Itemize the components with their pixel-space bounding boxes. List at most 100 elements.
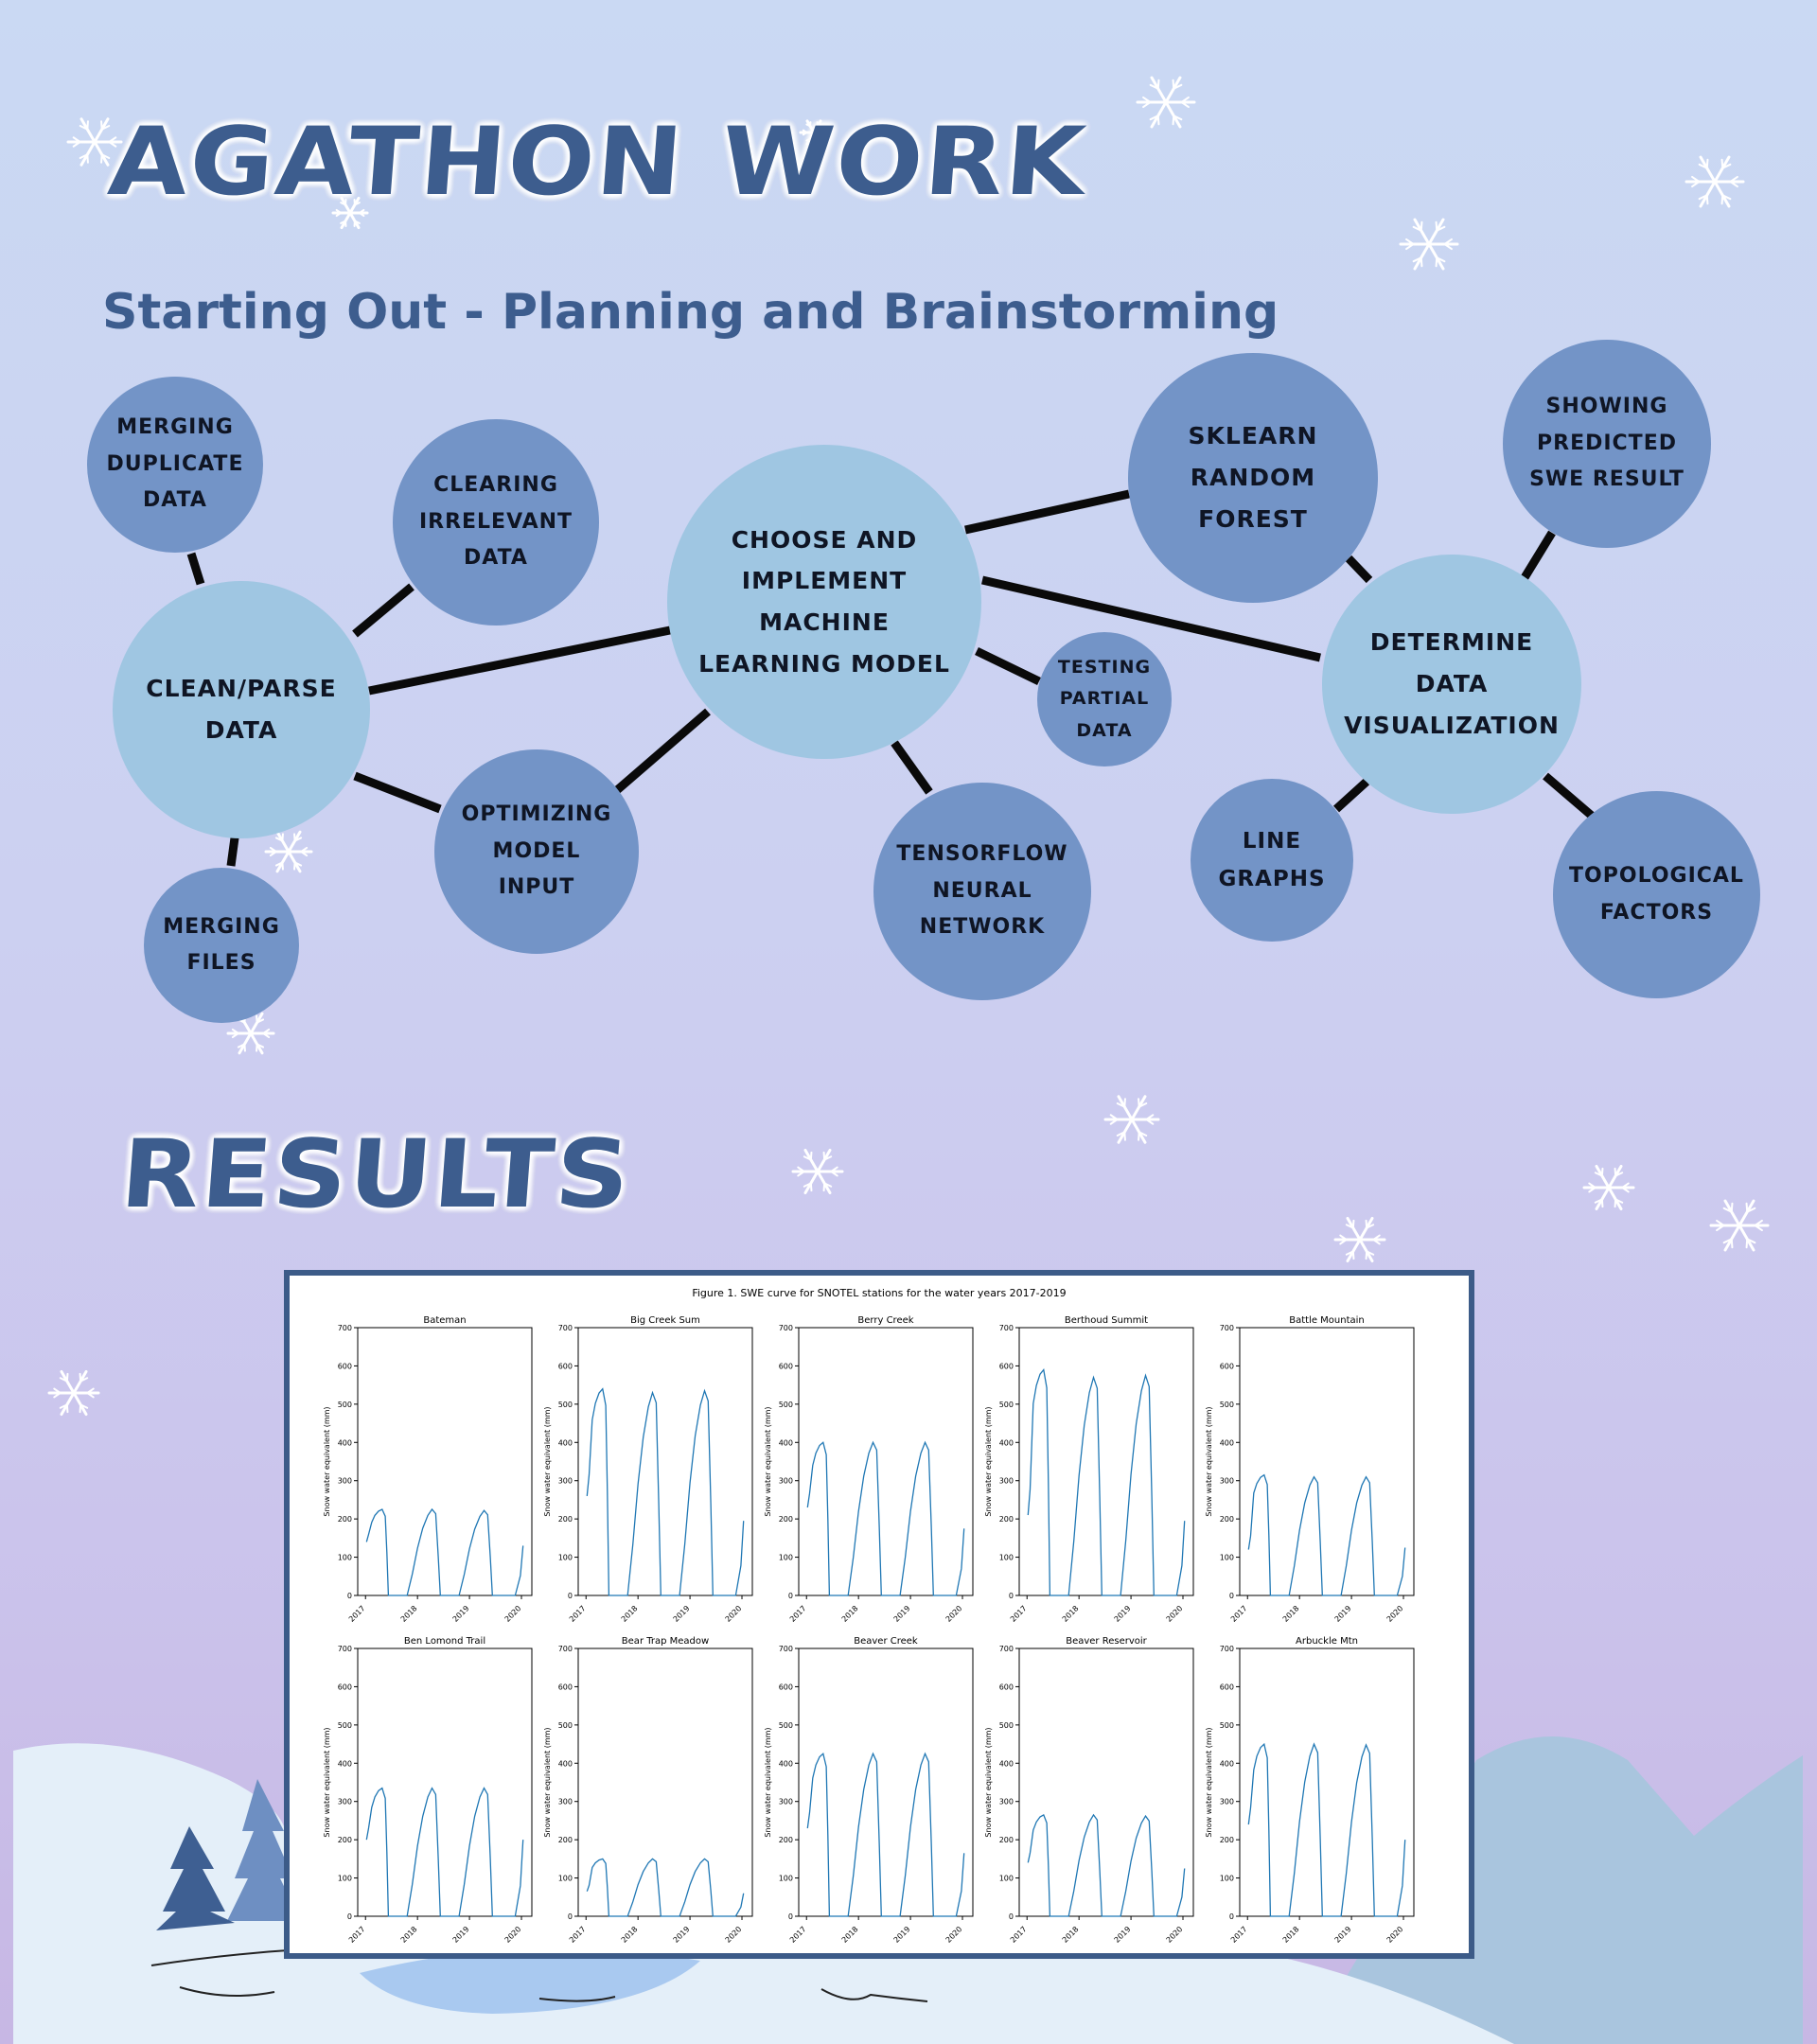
y-tick-label: 300 — [338, 1477, 352, 1486]
y-tick-label: 0 — [1229, 1592, 1234, 1600]
y-tick-label: 300 — [779, 1798, 793, 1806]
y-tick-label: 0 — [347, 1592, 352, 1600]
y-tick-label: 600 — [558, 1683, 573, 1691]
y-tick-label: 600 — [1220, 1362, 1234, 1370]
node-choose-ml-model: CHOOSE AND IMPLEMENT MACHINE LEARNING MO… — [667, 445, 981, 759]
node-testing-partial-data: TESTING PARTIAL DATA — [1037, 632, 1172, 766]
y-tick-label: 100 — [338, 1554, 352, 1562]
x-tick-label: 2018 — [620, 1925, 640, 1945]
subplot-title: Ben Lomond Trail — [404, 1636, 485, 1647]
node-tensorflow-neural-network: TENSORFLOW NEURAL NETWORK — [873, 783, 1091, 1000]
x-tick-label: 2019 — [1113, 1925, 1133, 1945]
swe-series-line — [365, 1507, 524, 1596]
swe-series-line — [365, 1787, 524, 1917]
x-tick-label: 2018 — [840, 1925, 860, 1945]
connector-clean-choose — [368, 625, 676, 696]
swe-series-line — [1247, 1473, 1406, 1596]
y-tick-label: 700 — [1220, 1645, 1234, 1653]
node-clearing-irrelevant-data-label: CLEARING IRRELEVANT DATA — [418, 473, 573, 571]
y-tick-label: 400 — [1220, 1438, 1234, 1447]
y-tick-label: 0 — [347, 1912, 352, 1921]
y-tick-label: 400 — [558, 1759, 573, 1768]
node-topological-factors: TOPOLOGICAL FACTORS — [1553, 791, 1760, 998]
x-tick-label: 2020 — [1165, 1925, 1185, 1945]
y-tick-label: 100 — [558, 1554, 573, 1562]
node-clean-parse-data-label: CLEAN/PARSE DATA — [146, 675, 337, 744]
node-merging-duplicate-data-label: MERGING DUPLICATE DATA — [106, 415, 244, 513]
snowflake-icon — [47, 1369, 100, 1417]
subplot-axes — [1239, 1648, 1415, 1917]
y-tick-label: 600 — [999, 1683, 1014, 1691]
subplot-title: Battle Mountain — [1289, 1315, 1365, 1326]
x-tick-label: 2018 — [1061, 1925, 1081, 1945]
y-tick-label: 0 — [788, 1592, 793, 1600]
subplot-title: Bear Trap Meadow — [622, 1636, 709, 1647]
x-tick-label: 2019 — [1113, 1604, 1133, 1624]
y-tick-label: 0 — [568, 1912, 573, 1921]
y-axis-label: Snow water equivalent (mm) — [543, 1406, 552, 1516]
y-tick-label: 100 — [1220, 1875, 1234, 1883]
swe-series-line — [806, 1440, 965, 1596]
connector-choose-optimizing — [614, 708, 711, 794]
node-sklearn-random-forest: SKLEARN RANDOM FOREST — [1128, 353, 1378, 603]
y-tick-label: 500 — [999, 1721, 1014, 1730]
x-tick-label: 2020 — [724, 1925, 744, 1945]
x-tick-label: 2019 — [892, 1604, 912, 1624]
subplot-axes — [357, 1327, 533, 1596]
x-tick-label: 2017 — [788, 1604, 808, 1624]
y-tick-label: 400 — [779, 1759, 793, 1768]
node-merging-duplicate-data: MERGING DUPLICATE DATA — [87, 377, 263, 553]
snowflake-icon — [331, 196, 369, 230]
y-tick-label: 100 — [779, 1875, 793, 1883]
snowflake-icon — [1333, 1216, 1386, 1263]
node-testing-partial-data-label: TESTING PARTIAL DATA — [1057, 657, 1152, 741]
node-tensorflow-neural-network-label: TENSORFLOW NEURAL NETWORK — [896, 842, 1068, 940]
y-tick-label: 500 — [558, 1401, 573, 1409]
connector-clean-clearing — [352, 583, 415, 638]
x-tick-label: 2018 — [1281, 1925, 1301, 1945]
y-tick-label: 700 — [779, 1324, 793, 1332]
subplot-title: Big Creek Sum — [630, 1315, 700, 1326]
snowflake-icon — [1399, 218, 1459, 271]
y-axis-label: Snow water equivalent (mm) — [984, 1727, 993, 1837]
y-tick-label: 500 — [1220, 1401, 1234, 1409]
snowflake-icon — [799, 119, 829, 146]
y-tick-label: 200 — [338, 1515, 352, 1524]
subplot-title: Beaver Reservoir — [1066, 1636, 1147, 1647]
y-tick-label: 400 — [999, 1759, 1014, 1768]
connector-choose-determine — [980, 575, 1322, 662]
x-tick-label: 2020 — [724, 1604, 744, 1624]
y-tick-label: 700 — [999, 1645, 1014, 1653]
subplot-title: Arbuckle Mtn — [1296, 1636, 1358, 1647]
x-tick-label: 2018 — [1281, 1604, 1301, 1624]
y-tick-label: 400 — [779, 1438, 793, 1447]
x-tick-label: 2020 — [503, 1925, 523, 1945]
x-tick-label: 2019 — [1333, 1925, 1353, 1945]
connector-lines — [186, 489, 1595, 867]
snowflake-icon — [66, 117, 123, 167]
subplot-axes — [357, 1648, 533, 1917]
node-clearing-irrelevant-data: CLEARING IRRELEVANT DATA — [393, 419, 599, 626]
y-axis-label: Snow water equivalent (mm) — [543, 1727, 552, 1837]
y-tick-label: 200 — [999, 1515, 1014, 1524]
y-tick-label: 300 — [558, 1477, 573, 1486]
subplot-title: Berthoud Summit — [1065, 1315, 1148, 1326]
results-title: RESULTS — [116, 1120, 636, 1230]
subplot-title: Bateman — [423, 1315, 466, 1326]
snowflake-icon — [1103, 1095, 1160, 1144]
y-tick-label: 200 — [338, 1836, 352, 1844]
x-tick-label: 2020 — [1385, 1925, 1405, 1945]
connector-determine-line-graphs — [1332, 778, 1370, 813]
page-title: AGATHON WORK — [104, 108, 1091, 218]
x-tick-label: 2019 — [672, 1925, 692, 1945]
y-tick-label: 400 — [1220, 1759, 1234, 1768]
y-tick-label: 500 — [338, 1721, 352, 1730]
y-tick-label: 600 — [338, 1683, 352, 1691]
node-topological-factors-label: TOPOLOGICAL FACTORS — [1569, 864, 1744, 925]
snowflake-icon — [1685, 155, 1745, 208]
node-clean-parse-data: CLEAN/PARSE DATA — [113, 581, 370, 838]
y-tick-label: 700 — [558, 1645, 573, 1653]
y-tick-label: 100 — [338, 1875, 352, 1883]
y-tick-label: 600 — [1220, 1683, 1234, 1691]
